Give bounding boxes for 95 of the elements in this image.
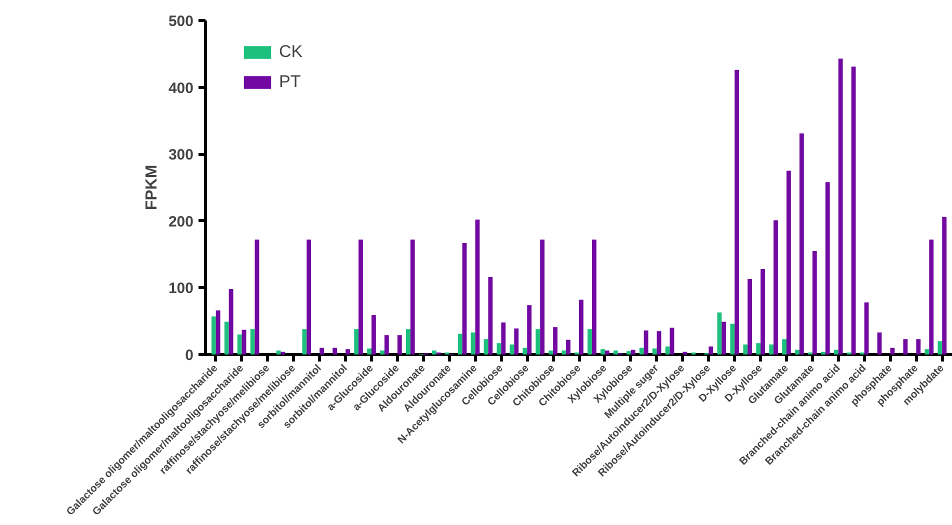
bar [938, 341, 942, 354]
bar [367, 348, 372, 354]
bar [432, 350, 436, 354]
bar [320, 348, 324, 354]
bar [562, 350, 566, 354]
bar [579, 300, 584, 354]
bar [748, 279, 752, 354]
bar [406, 329, 410, 354]
bar [237, 334, 242, 354]
legend-label: CK [279, 42, 303, 62]
bar [397, 335, 402, 354]
bar [717, 312, 722, 354]
bar [834, 350, 838, 354]
bar [774, 220, 778, 354]
bar [924, 349, 930, 354]
y-tick-label: 100 [168, 280, 194, 298]
bar [548, 350, 554, 354]
bar [475, 220, 480, 354]
bar [838, 58, 843, 354]
bar [496, 343, 502, 354]
bar [280, 352, 286, 354]
bar [276, 350, 281, 354]
bar [488, 277, 493, 354]
bar [216, 310, 220, 354]
bar [626, 351, 631, 354]
bar [600, 349, 605, 354]
bar [851, 66, 856, 354]
bar [604, 350, 610, 354]
bar [514, 328, 519, 354]
bar [592, 240, 596, 354]
bar [553, 327, 558, 354]
bar [332, 348, 338, 354]
bar [665, 346, 670, 354]
bar [799, 133, 804, 354]
bar [760, 268, 765, 354]
bar [630, 350, 636, 354]
bar [929, 240, 934, 354]
bar [769, 344, 774, 354]
y-tick-label: 200 [168, 213, 194, 230]
bar [722, 322, 726, 354]
bar [670, 328, 674, 354]
bar [527, 305, 532, 354]
y-tick-label: 500 [168, 13, 194, 30]
bar [566, 340, 570, 354]
bar [864, 302, 869, 354]
bar [254, 240, 260, 354]
bar [462, 242, 467, 354]
bar [795, 350, 800, 354]
bar [410, 240, 415, 354]
bar [656, 331, 662, 354]
bar [820, 352, 826, 354]
bar [588, 329, 592, 354]
bar [613, 350, 618, 354]
bar [484, 339, 488, 354]
bar [306, 240, 312, 354]
bar [540, 240, 545, 354]
bar [743, 344, 748, 354]
bar [470, 332, 476, 354]
bar [211, 316, 216, 354]
bar [536, 329, 540, 354]
bar [354, 329, 359, 354]
bar [639, 348, 644, 354]
bar [708, 346, 714, 354]
bar [358, 240, 363, 354]
bar [812, 250, 817, 354]
y-axis-title: FPKM [143, 164, 160, 210]
bar [522, 348, 528, 354]
bar [380, 350, 384, 354]
bar [756, 343, 761, 354]
bar [734, 70, 740, 354]
bar [903, 339, 908, 354]
bar [916, 339, 921, 354]
bar [652, 348, 657, 354]
bar [242, 330, 246, 354]
bar [501, 322, 506, 354]
bar [302, 329, 307, 354]
bar [825, 182, 830, 354]
bar [782, 339, 786, 354]
bar [224, 322, 229, 354]
y-tick-label: 0 [185, 347, 194, 364]
bar [730, 324, 735, 354]
y-tick-label: 300 [168, 146, 194, 164]
bar [877, 332, 882, 354]
bar [786, 170, 791, 354]
bar [346, 349, 350, 354]
bar [384, 335, 389, 354]
bar [458, 334, 462, 354]
bar [228, 289, 234, 354]
bar [250, 329, 255, 354]
bar [510, 344, 514, 354]
bar [644, 330, 648, 354]
y-tick-label: 400 [168, 80, 194, 97]
bar [372, 315, 376, 354]
bar [942, 216, 947, 354]
legend-label: PT [279, 72, 301, 92]
